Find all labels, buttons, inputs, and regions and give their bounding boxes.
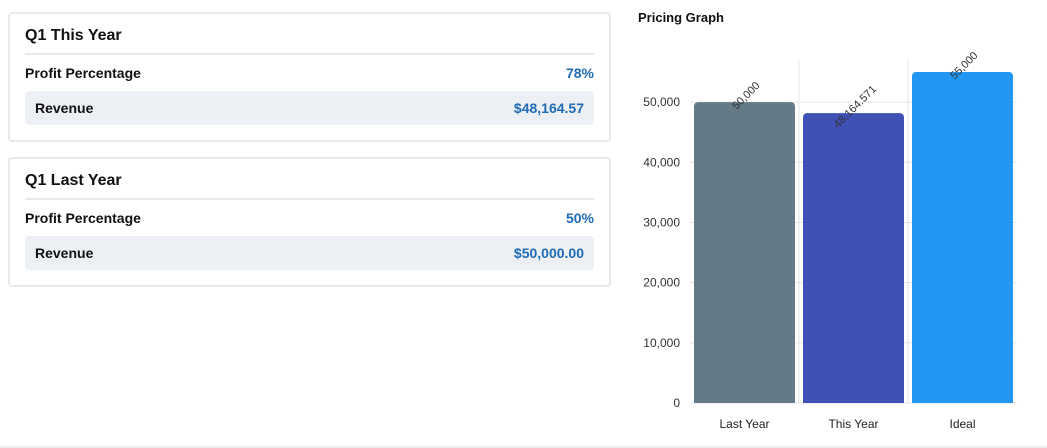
- card-title: Q1 This Year: [25, 27, 122, 44]
- x-tick-label: Last Year: [719, 417, 769, 431]
- bar-base: [803, 398, 904, 403]
- x-tick-label: This Year: [828, 417, 878, 431]
- revenue-value: $48,164.57: [513, 100, 584, 116]
- card-divider: [25, 53, 594, 55]
- profit-percentage-label: Profit Percentage: [25, 65, 141, 81]
- bar-base: [694, 398, 795, 403]
- bar-this-year: [803, 113, 904, 404]
- y-tick-label: 10,000: [643, 336, 680, 350]
- card-divider: [25, 198, 594, 200]
- card-title: Q1 Last Year: [25, 172, 122, 189]
- revenue-row: Revenue $48,164.57: [25, 91, 594, 125]
- y-tick-label: 30,000: [643, 215, 680, 229]
- q1-this-year-card: Q1 This Year Profit Percentage 78% Reven…: [8, 12, 611, 142]
- bar-last-year: [694, 102, 795, 403]
- bar-ideal: [912, 72, 1013, 403]
- profit-percentage-value: 50%: [565, 210, 594, 226]
- revenue-row: Revenue $50,000.00: [25, 236, 594, 270]
- revenue-label: Revenue: [35, 100, 94, 116]
- bar-base: [912, 398, 1013, 403]
- y-tick-label: 0: [673, 396, 680, 410]
- revenue-label: Revenue: [35, 245, 94, 261]
- x-tick-label: Ideal: [949, 417, 975, 431]
- profit-percentage-value: 78%: [565, 65, 594, 81]
- bottom-divider: [0, 446, 1047, 448]
- q1-last-year-card: Q1 Last Year Profit Percentage 50% Reven…: [8, 157, 611, 287]
- y-tick-label: 40,000: [643, 155, 680, 169]
- pricing-graph-title: Pricing Graph: [638, 10, 724, 25]
- y-tick-label: 50,000: [643, 95, 680, 109]
- profit-percentage-label: Profit Percentage: [25, 210, 141, 226]
- y-tick-label: 20,000: [643, 276, 680, 290]
- revenue-value: $50,000.00: [513, 245, 584, 261]
